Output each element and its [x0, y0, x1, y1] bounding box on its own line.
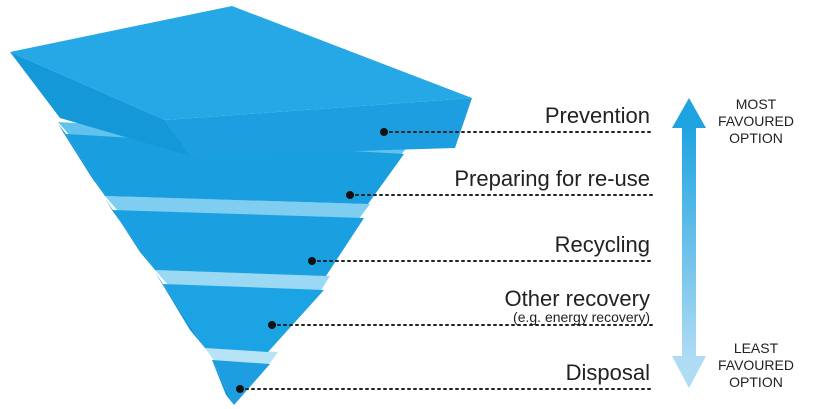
- most-favoured-line-3: OPTION: [729, 130, 783, 146]
- leader-dot-reuse: [346, 191, 354, 199]
- label-disposal: Disposal: [566, 360, 650, 385]
- tier-prevention-front: [165, 98, 472, 156]
- tier-disposal-side: [212, 360, 234, 405]
- arrow-caption-top: MOST FAVOURED OPTION: [718, 96, 794, 146]
- tier-recycling-front: [112, 210, 364, 276]
- tier-disposal: [205, 348, 278, 405]
- sublabel-other-recovery: (e.g. energy recovery): [513, 309, 650, 325]
- tier-labels: Prevention Preparing for re-use Recyclin…: [454, 103, 650, 385]
- tier-disposal-front: [212, 360, 270, 405]
- leader-dot-prevention: [380, 128, 388, 136]
- least-favoured-line-2: FAVOURED: [718, 357, 794, 373]
- least-favoured-line-1: LEAST: [734, 340, 779, 356]
- preference-arrow: [672, 98, 706, 388]
- tier-recycling: [105, 196, 370, 276]
- arrow-head-down: [672, 356, 706, 388]
- least-favoured-line-3: OPTION: [729, 374, 783, 390]
- arrow-caption-bottom: LEAST FAVOURED OPTION: [718, 340, 794, 390]
- tier-prevention-top: [10, 6, 472, 120]
- most-favoured-line-1: MOST: [736, 96, 777, 112]
- label-prevention: Prevention: [545, 103, 650, 128]
- tier-reuse-side: [58, 124, 105, 196]
- tier-other-recovery-band: [155, 270, 330, 292]
- leader-dot-recycling: [308, 257, 316, 265]
- arrow-head-up: [672, 98, 706, 128]
- leader-dot-other-recovery: [268, 321, 276, 329]
- inverted-pyramid: [10, 6, 472, 405]
- tier-other-recovery: [155, 270, 330, 352]
- leader-lines: [236, 128, 653, 393]
- leader-dot-disposal: [236, 385, 244, 393]
- label-recycling: Recycling: [555, 232, 650, 257]
- most-favoured-line-2: FAVOURED: [718, 113, 794, 129]
- tier-other-recovery-side: [155, 272, 205, 348]
- arrow-shaft: [682, 126, 696, 358]
- tier-prevention-side: [10, 52, 190, 156]
- label-preparing-for-reuse: Preparing for re-use: [454, 166, 650, 191]
- tier-prevention: [10, 6, 472, 156]
- label-other-recovery: Other recovery: [505, 286, 651, 311]
- tier-other-recovery-front: [163, 284, 324, 352]
